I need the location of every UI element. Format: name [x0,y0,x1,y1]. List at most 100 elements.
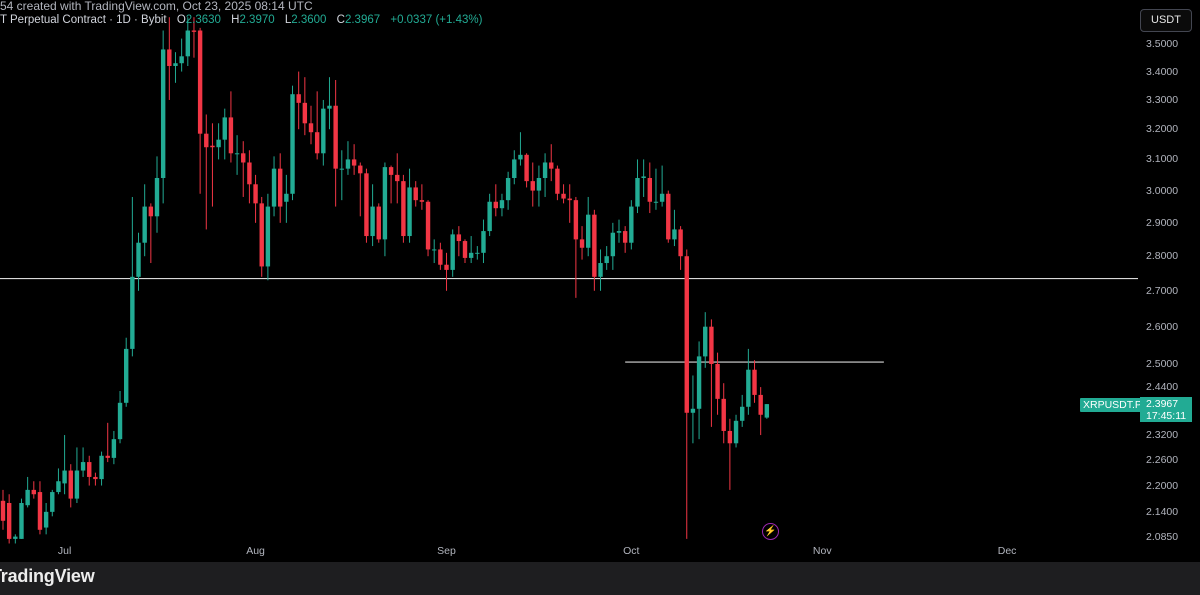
candle-body [481,231,486,253]
candle [105,422,110,463]
candle-body [382,167,388,240]
candle [19,498,24,539]
candle [13,534,18,544]
candle [185,17,190,66]
price-tick-label: 2.2600 [1146,453,1179,466]
candle [302,77,308,136]
candle [333,79,338,207]
candle-body [450,234,455,270]
horizontal-lines [0,277,1138,363]
price-tick-label: 2.9000 [1146,216,1179,229]
candle [339,150,344,201]
candle [37,481,43,535]
candle-body [727,430,733,444]
candle [111,430,117,465]
time-tick-label: Aug [246,545,265,557]
price-tick-label: 2.8000 [1146,250,1179,263]
candle [388,165,394,204]
candle [179,38,184,72]
candle-body [610,232,616,257]
candle-body [592,214,597,277]
candle [364,168,369,243]
last-price: 2.3967 [1146,398,1179,410]
candle-body [542,162,548,179]
candle [647,162,652,214]
candle [50,489,55,517]
candle [653,168,659,210]
low-value: 2.3600 [291,14,327,26]
candle-body [444,264,449,270]
candle [512,150,517,185]
candle [31,481,36,499]
time-tick-label: Dec [997,545,1017,557]
candle [696,341,702,440]
candle [629,200,634,250]
candle [395,153,400,204]
candle [740,394,745,427]
candle [407,168,412,243]
candle-body [401,181,406,237]
candle-body [228,117,234,154]
price-tick-label: 2.6000 [1146,320,1179,333]
candle [290,85,295,201]
candle [93,472,98,486]
candle [536,165,542,207]
candle-body [395,174,400,182]
currency-button[interactable]: USDT [1140,9,1192,32]
candle-body [641,176,646,179]
candle [278,153,283,223]
candle-body [50,492,55,512]
candle-body [475,252,480,254]
tradingview-logo: TradingView [0,566,95,586]
candle-body [204,133,209,148]
candle [758,387,763,436]
candle-body [142,206,147,243]
close-label: C [336,14,345,26]
candle [672,209,677,247]
candle [432,239,437,264]
candle-body [62,470,67,484]
candle [586,196,591,257]
candle-body [364,173,369,237]
candle [413,181,418,207]
candle [616,219,622,243]
price-tick-label: 2.4400 [1146,381,1179,394]
snapshot-caption: 54 created with TradingView.com, Oct 23,… [0,0,313,13]
candle-body [549,162,554,169]
candle [542,153,548,197]
candle-body [302,102,308,124]
candle [592,209,597,291]
last-price-tag: 2.3967 17:45:11 [1140,397,1192,422]
candle-body [622,231,628,243]
candle-body [6,503,12,539]
candle [74,447,80,504]
candle [746,348,751,415]
symbol-price-tag: XRPUSDT.P [1080,398,1145,412]
candle-body [561,193,566,199]
candle-body [99,455,104,480]
candle [709,319,714,427]
candle [167,17,172,100]
candle-body [567,198,572,201]
candle [684,249,689,539]
candle-body [499,200,505,209]
candle-body [148,206,154,217]
candle-body [25,489,30,506]
candle [727,418,733,490]
candle [579,226,585,260]
candle-body [678,229,683,257]
candle [68,464,73,508]
candle [265,193,271,281]
candle [499,193,505,217]
candle [124,337,129,407]
candle [117,390,123,444]
candle-body [56,481,61,493]
candle [733,414,739,448]
candle [345,141,351,175]
candle-body [579,239,585,248]
lightning-icon[interactable]: ⚡ [762,523,779,540]
candle-body [604,256,609,264]
candle-body [672,229,677,240]
candle-body [456,234,462,242]
